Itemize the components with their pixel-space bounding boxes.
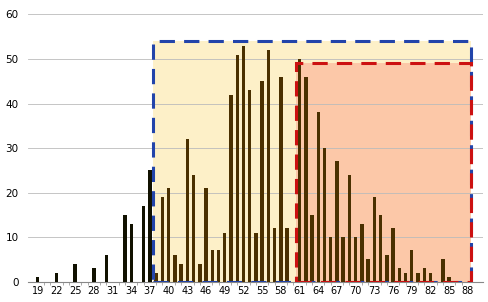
Bar — [440, 259, 444, 281]
Bar — [353, 237, 357, 281]
Bar — [403, 273, 407, 281]
Bar — [104, 255, 108, 281]
Bar — [179, 264, 183, 281]
Bar — [142, 206, 145, 281]
Bar — [285, 228, 288, 281]
Bar — [198, 264, 201, 281]
Bar — [129, 224, 133, 281]
Bar — [216, 250, 220, 281]
Bar — [55, 273, 58, 281]
Bar — [154, 273, 158, 281]
Bar — [204, 188, 207, 281]
Bar — [247, 90, 251, 281]
Bar — [297, 59, 301, 281]
Bar — [360, 224, 363, 281]
Bar — [191, 175, 195, 281]
Bar — [210, 250, 214, 281]
Bar — [260, 81, 264, 281]
Bar — [296, 63, 470, 281]
Bar — [310, 215, 313, 281]
Bar — [335, 161, 338, 281]
Bar — [409, 250, 413, 281]
Bar — [223, 233, 226, 281]
Bar — [166, 188, 170, 281]
Bar — [173, 255, 176, 281]
Bar — [266, 50, 269, 281]
Bar — [123, 215, 126, 281]
Bar — [422, 268, 425, 281]
Bar — [241, 46, 244, 281]
Bar — [153, 41, 470, 281]
Bar — [447, 277, 450, 281]
Bar — [161, 197, 164, 281]
Bar — [304, 77, 307, 281]
Bar — [372, 197, 375, 281]
Bar — [73, 264, 77, 281]
Bar — [415, 273, 419, 281]
Bar — [341, 237, 344, 281]
Bar — [328, 237, 332, 281]
Bar — [397, 268, 400, 281]
Bar — [148, 170, 151, 281]
Bar — [235, 55, 239, 281]
Bar — [296, 63, 470, 281]
Bar — [185, 139, 189, 281]
Bar — [316, 112, 319, 281]
Bar — [347, 175, 350, 281]
Bar — [36, 277, 40, 281]
Bar — [92, 268, 95, 281]
Bar — [279, 77, 282, 281]
Bar — [390, 228, 394, 281]
Bar — [322, 148, 325, 281]
Bar — [272, 228, 276, 281]
Bar — [428, 273, 431, 281]
Bar — [366, 259, 369, 281]
Bar — [229, 95, 232, 281]
Bar — [153, 41, 470, 281]
Bar — [378, 215, 382, 281]
Bar — [385, 255, 388, 281]
Bar — [254, 233, 257, 281]
